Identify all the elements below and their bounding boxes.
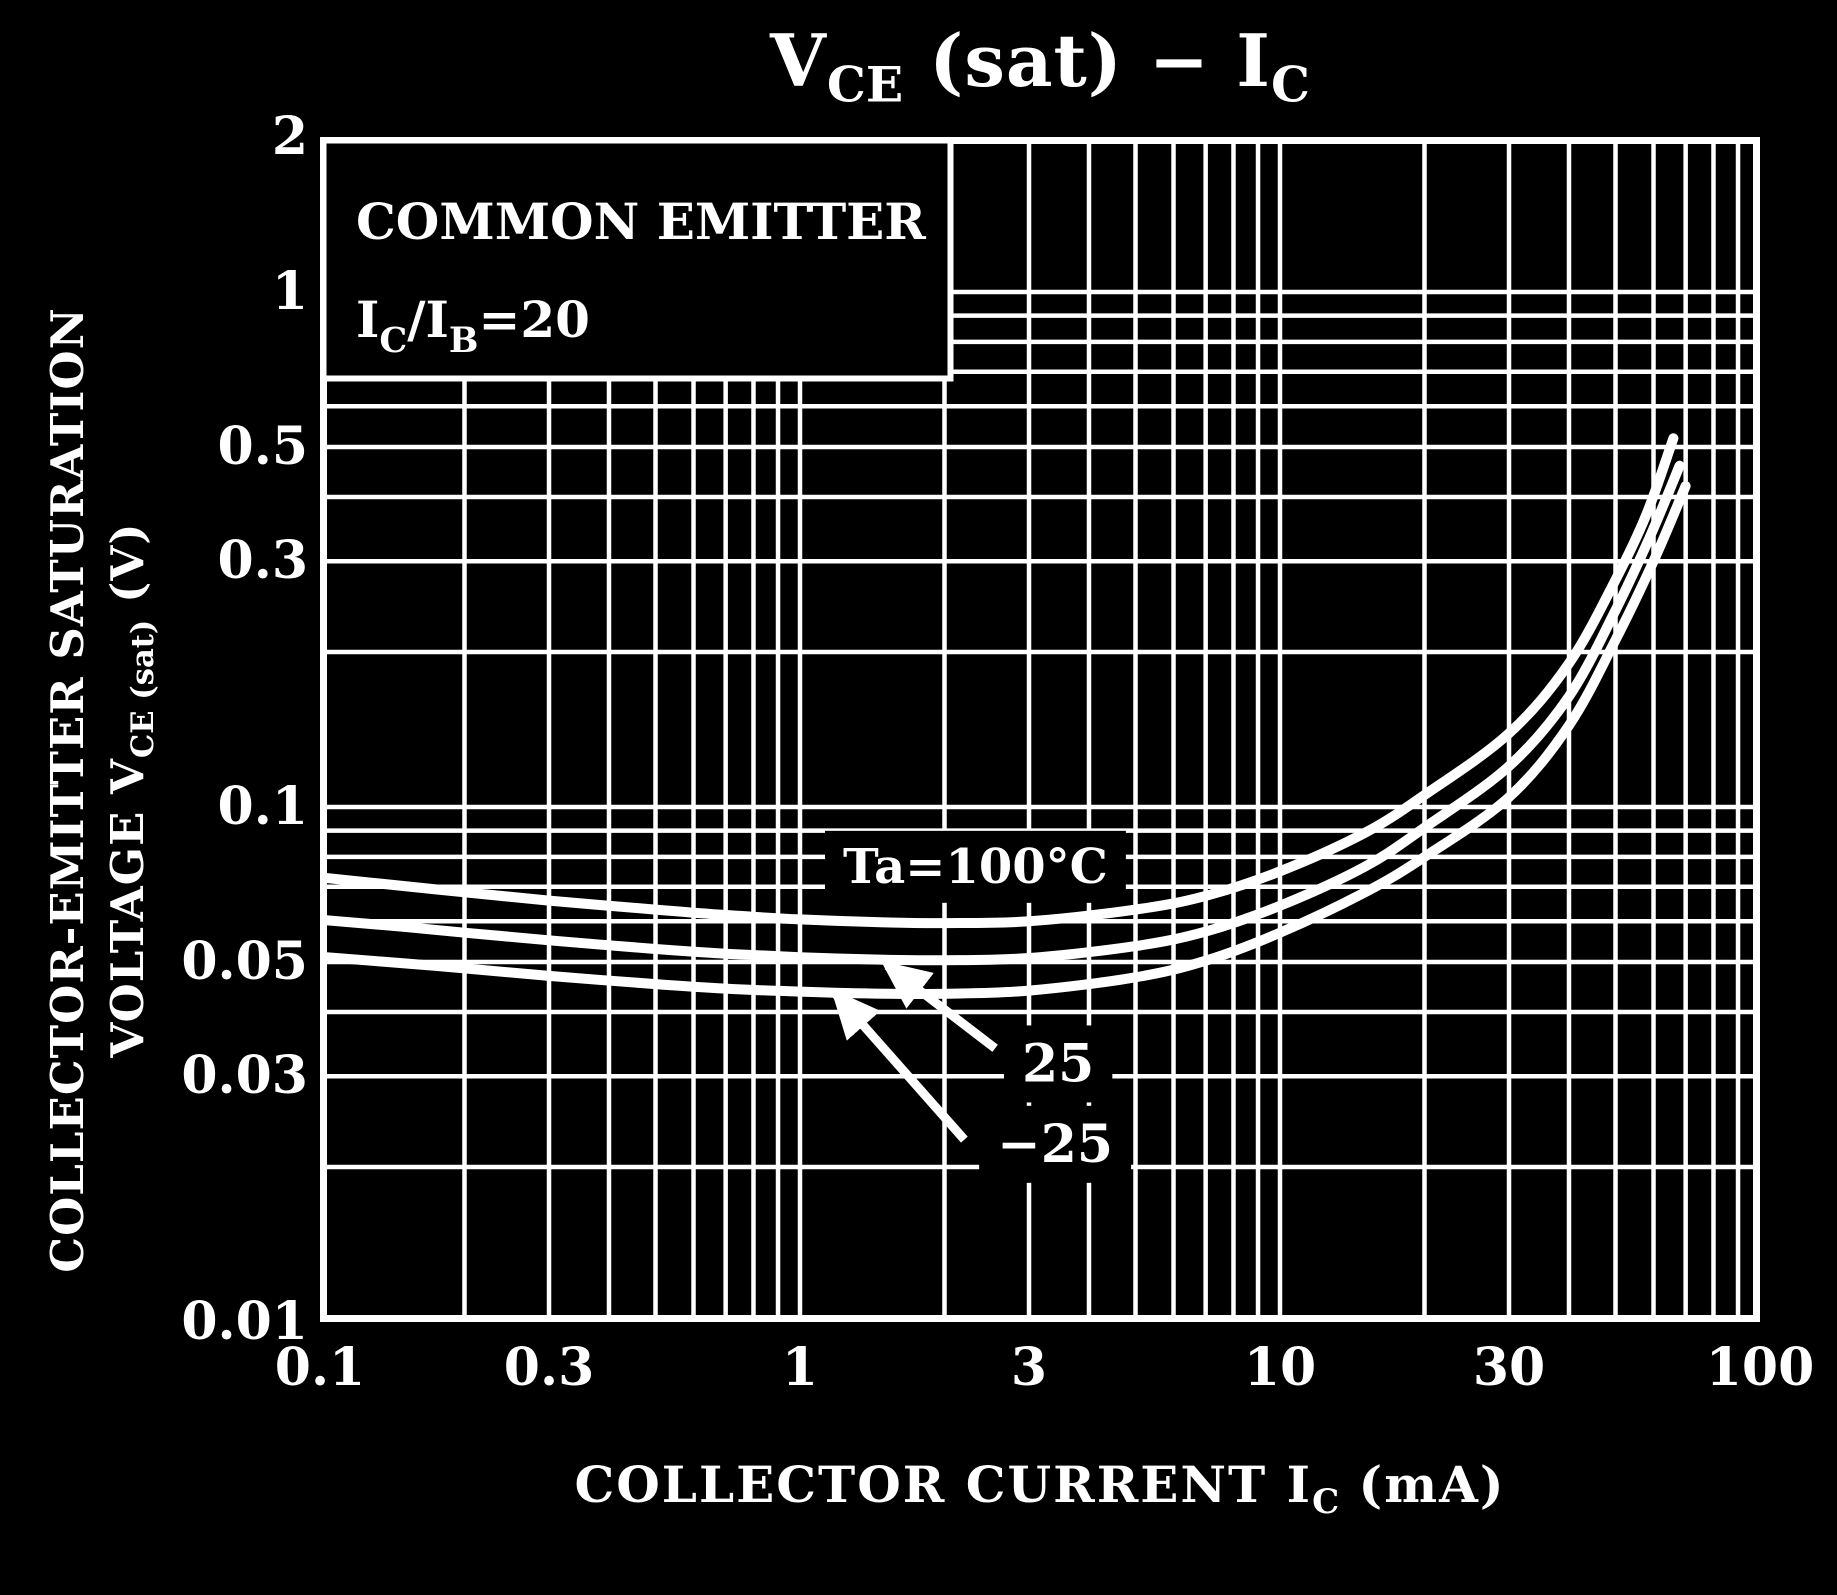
- label-minus-25-arrow: [830, 988, 968, 1143]
- label-ta-100c: Ta=100°C: [843, 839, 1108, 895]
- curve-ta-25c: [320, 460, 1685, 966]
- y-tick-label: 0.01: [181, 1291, 308, 1352]
- y-tick-label: 1: [271, 261, 308, 322]
- y-axis-title-line1: COLLECTOR-EMITTER SATURATION: [41, 307, 94, 1273]
- label-minus-25: −25: [997, 1114, 1113, 1175]
- subscript-run: CE: [826, 55, 904, 114]
- label-25-arrow: [880, 960, 998, 1052]
- subscript-run: C: [1270, 55, 1310, 114]
- subscript-run: CE (sat): [124, 619, 161, 759]
- text-run: V: [770, 18, 827, 103]
- x-tick-label: 3: [1010, 1337, 1048, 1398]
- text-run: I: [356, 290, 379, 349]
- x-tick-label: 1: [781, 1337, 819, 1398]
- text-run: (sat) − I: [903, 18, 1271, 103]
- y-tick-label: 0.1: [217, 776, 308, 837]
- text-run: =20: [479, 290, 590, 349]
- curve-ta-100c: [320, 433, 1679, 929]
- x-tick-label: 0.3: [503, 1337, 595, 1398]
- plot-frame: [320, 137, 1760, 1322]
- subscript-run: C: [379, 320, 407, 361]
- y-tick-label: 2: [271, 105, 308, 167]
- label-minus-25-mask: [979, 1105, 1132, 1183]
- x-tick-label: 30: [1472, 1337, 1546, 1398]
- y-tick-label: 0.05: [181, 931, 308, 993]
- x-tick-label: 0.1: [274, 1337, 366, 1398]
- label-25-mask: [1003, 1025, 1113, 1103]
- text-run: (mA): [1339, 1455, 1506, 1514]
- legend-line1: COMMON EMITTER: [356, 192, 926, 251]
- y-tick-label: 0.3: [217, 530, 308, 592]
- text-run: COLLECTOR CURRENT I: [574, 1455, 1313, 1514]
- text-run: COMMON EMITTER: [356, 192, 926, 251]
- subscript-run: C: [1312, 1481, 1340, 1522]
- subscript-run: B: [449, 320, 479, 361]
- label-25: 25: [1022, 1033, 1094, 1094]
- text-run: /I: [407, 290, 449, 349]
- y-tick-label: 0.03: [181, 1045, 308, 1107]
- legend-line2: IC/IB=20: [356, 290, 590, 361]
- legend-box: [320, 137, 954, 382]
- x-tick-label: 100: [1705, 1337, 1815, 1398]
- curve-ta-minus-25c: [320, 481, 1691, 999]
- x-axis-title: COLLECTOR CURRENT IC (mA): [320, 1455, 1760, 1522]
- label-ta-100c-mask: [825, 830, 1126, 903]
- chart-title: VCE (sat) − IC: [320, 18, 1760, 114]
- x-tick-label: 10: [1243, 1337, 1317, 1398]
- y-tick-label: 0.5: [217, 416, 308, 478]
- chart-plot: COMMON EMITTER IC/IB=20 Ta=100°C 25 −25: [320, 137, 1760, 1322]
